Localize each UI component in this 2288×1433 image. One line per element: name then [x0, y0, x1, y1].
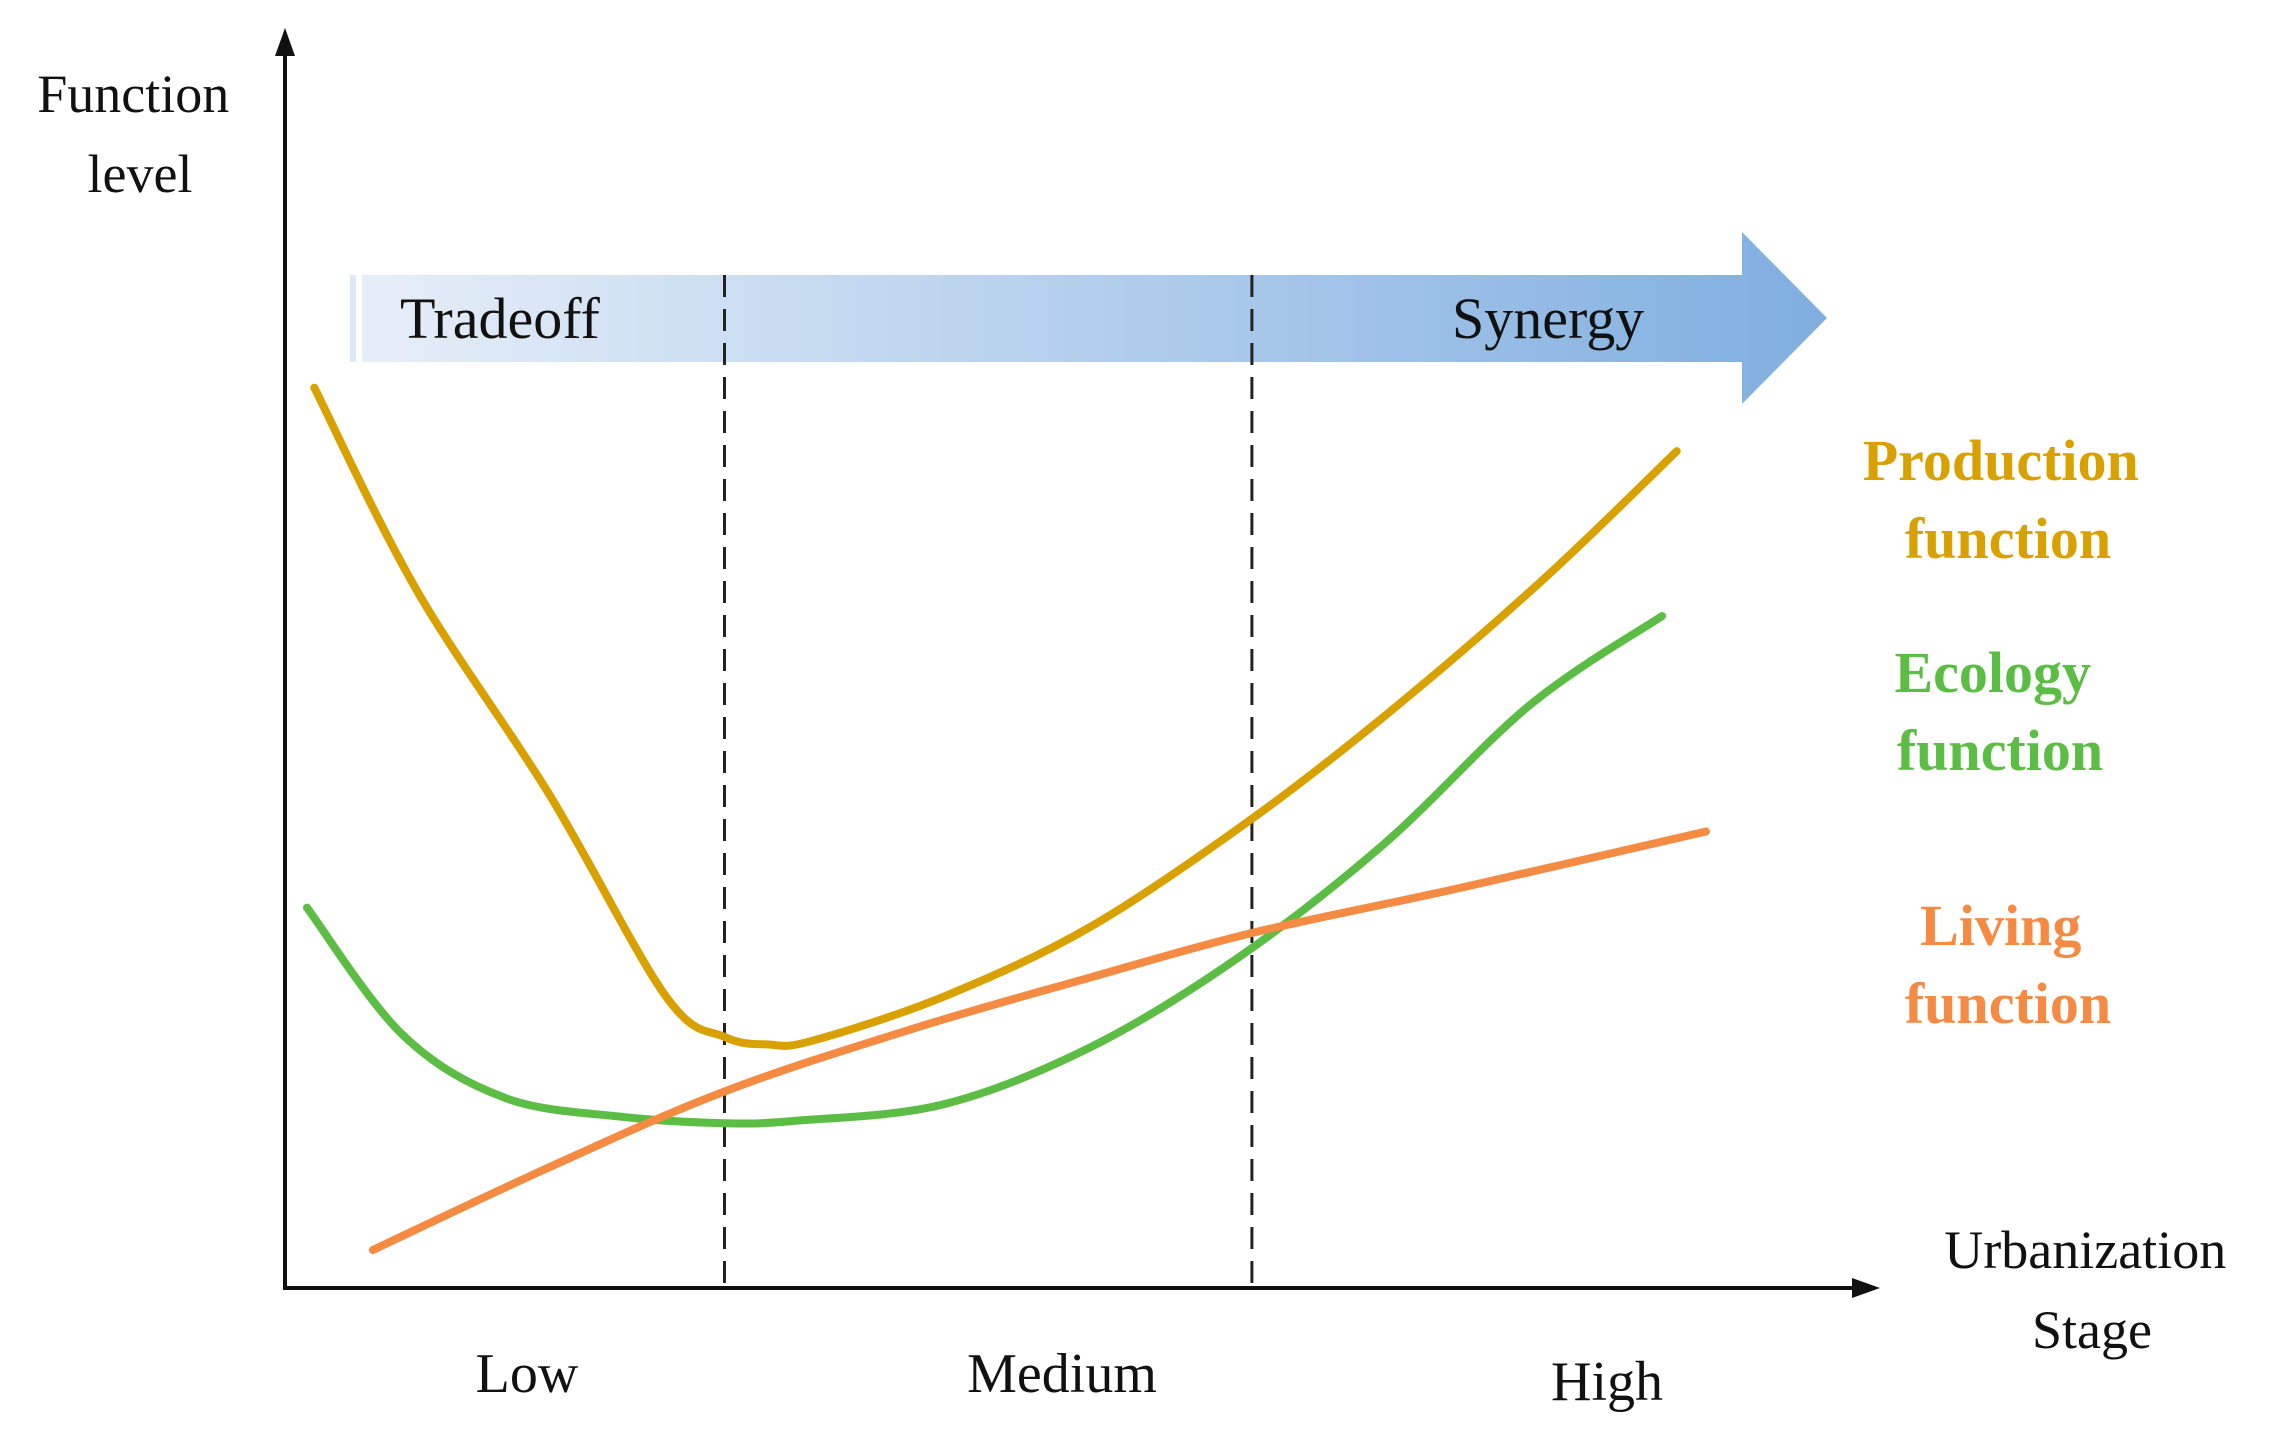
living-function-label-line-2: function — [1905, 971, 2111, 1036]
synergy-label: Synergy — [1452, 286, 1644, 351]
ecology-function-curve — [303, 612, 1667, 1128]
production-function-curve — [310, 383, 1681, 1050]
x-tick-high: High — [1551, 1351, 1663, 1413]
y-axis-arrowhead — [275, 28, 295, 56]
y-axis-title-line-2: level — [88, 144, 193, 204]
production-function-label-line-1: Production — [1863, 428, 2139, 493]
trend-arrow-body — [362, 232, 1827, 404]
axes — [275, 28, 1880, 1298]
trend-arrow-edge — [350, 275, 356, 362]
ecology-function-label-line-1: Ecology — [1894, 640, 2091, 705]
x-axis-title-line-1: Urbanization — [1944, 1220, 2226, 1280]
living-function-label-line-1: Living — [1920, 893, 2081, 958]
production-function-label: Production function — [1863, 428, 2154, 571]
x-tick-low: Low — [476, 1343, 579, 1405]
tradeoff-label: Tradeoff — [400, 286, 600, 351]
trend-arrow: Tradeoff Synergy — [350, 232, 1827, 404]
x-axis-title-line-2: Stage — [2032, 1300, 2152, 1360]
x-axis-arrowhead — [1852, 1278, 1880, 1298]
production-function-label-line-2: function — [1905, 506, 2111, 571]
living-function-curve — [368, 827, 1710, 1254]
living-function-label: Living function — [1905, 893, 2111, 1036]
ecology-function-label-line-2: function — [1897, 718, 2103, 783]
y-axis-title: Function level — [37, 64, 243, 204]
x-axis-title: Urbanization Stage — [1944, 1220, 2239, 1360]
y-axis-title-line-1: Function — [37, 64, 229, 124]
x-tick-medium: Medium — [967, 1343, 1157, 1405]
ecology-function-label: Ecology function — [1894, 640, 2105, 783]
